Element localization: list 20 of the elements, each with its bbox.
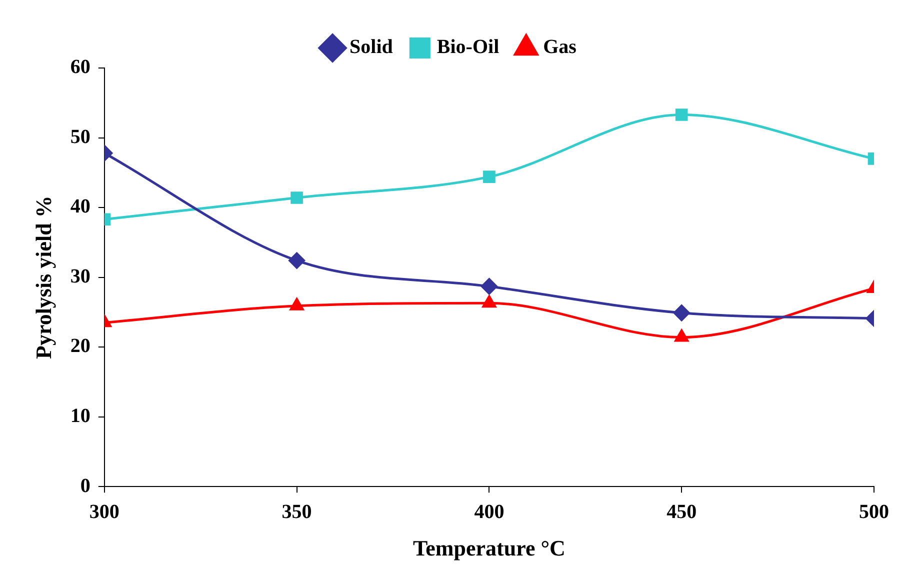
legend-label: Solid: [350, 36, 393, 58]
x-tick-label: 300: [89, 500, 120, 523]
y-tick-label: 0: [80, 474, 90, 497]
y-tick-label: 60: [70, 56, 90, 78]
y-axis-title: Pyrolysis yield %: [30, 196, 56, 359]
point: [482, 294, 497, 308]
y-tick-label: 40: [70, 196, 90, 218]
legend-label: Bio-Oil: [436, 36, 500, 58]
x-tick-label: 450: [666, 500, 697, 523]
point: [483, 170, 496, 183]
x-tick-label: 400: [474, 500, 504, 523]
x-tick-label: 350: [282, 500, 312, 523]
x-tick-label: 500: [859, 500, 889, 523]
x-axis-title: Temperature °C: [413, 535, 566, 560]
legend-label: Gas: [543, 36, 577, 58]
y-tick-label: 30: [70, 265, 90, 288]
y-tick-label: 50: [70, 126, 90, 148]
y-tick-label: 20: [70, 335, 90, 358]
y-tick-label: 10: [70, 405, 90, 428]
point: [480, 278, 498, 295]
